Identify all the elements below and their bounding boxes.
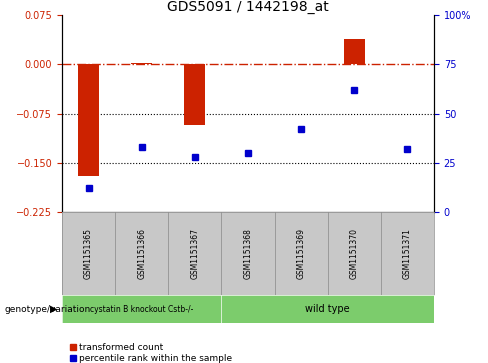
Title: GDS5091 / 1442198_at: GDS5091 / 1442198_at <box>167 0 329 14</box>
Bar <box>131 63 152 64</box>
Text: wild type: wild type <box>305 304 350 314</box>
Text: genotype/variation: genotype/variation <box>5 305 91 314</box>
Text: GSM1151369: GSM1151369 <box>297 228 305 279</box>
Bar <box>184 64 205 125</box>
Text: GSM1151365: GSM1151365 <box>84 228 93 279</box>
Text: GSM1151371: GSM1151371 <box>403 228 412 279</box>
Text: GSM1151366: GSM1151366 <box>137 228 146 279</box>
Bar <box>78 64 99 176</box>
Text: ▶: ▶ <box>50 304 57 314</box>
Legend: transformed count, percentile rank within the sample: transformed count, percentile rank withi… <box>66 339 236 363</box>
Text: cystatin B knockout Cstb-/-: cystatin B knockout Cstb-/- <box>90 305 193 314</box>
Bar <box>344 39 365 64</box>
Text: GSM1151370: GSM1151370 <box>350 228 359 279</box>
Text: GSM1151368: GSM1151368 <box>244 228 252 279</box>
Text: GSM1151367: GSM1151367 <box>190 228 200 279</box>
